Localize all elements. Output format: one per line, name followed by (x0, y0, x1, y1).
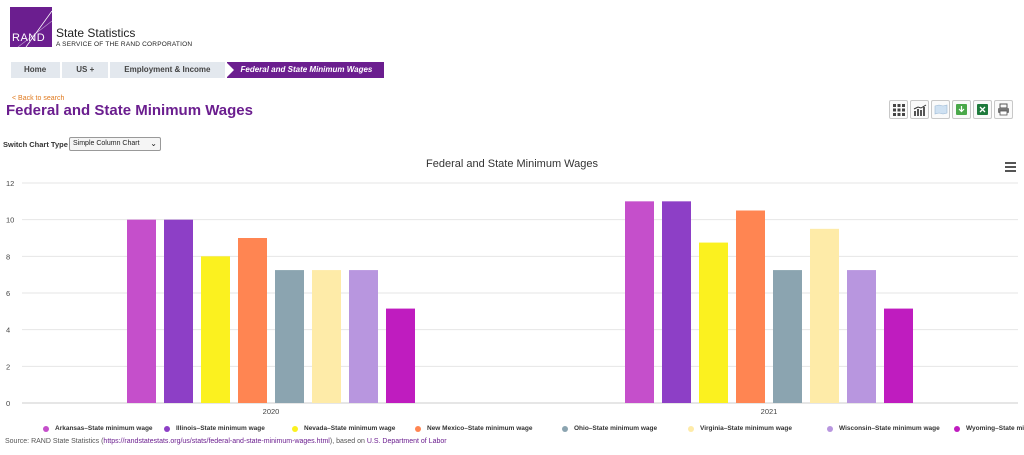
bar (736, 210, 765, 403)
bar (847, 270, 876, 403)
y-tick-label: 4 (6, 326, 10, 335)
legend-item[interactable]: Nevada–State minimum wage (292, 425, 415, 432)
bar (201, 256, 230, 403)
legend-label: Virginia–State minimum wage (700, 425, 792, 432)
legend-swatch (688, 425, 694, 432)
switch-chart-type-label: Switch Chart Type (3, 140, 68, 149)
legend-label: New Mexico–State minimum wage (427, 425, 533, 432)
x-tick-label: 2020 (263, 407, 280, 416)
bar (699, 242, 728, 403)
grid-icon[interactable] (889, 100, 908, 119)
chart-type-selected: Simple Column Chart (73, 140, 140, 147)
chart-legend: Arkansas–State minimum wage Illinois–Stat… (43, 425, 1024, 432)
legend-item[interactable]: Virginia–State minimum wage (688, 425, 827, 432)
legend-swatch (164, 425, 170, 432)
chart-title: Federal and State Minimum Wages (426, 158, 598, 170)
legend-item[interactable]: New Mexico–State minimum wage (415, 425, 562, 432)
y-tick-label: 12 (6, 179, 14, 188)
bar (773, 270, 802, 403)
legend-swatch (43, 425, 49, 432)
excel-icon[interactable] (973, 100, 992, 119)
y-tick-label: 8 (6, 252, 10, 261)
bar (810, 228, 839, 403)
logo-text: RAND (12, 32, 46, 44)
logo-mark (17, 10, 52, 47)
legend-label: Nevada–State minimum wage (304, 425, 396, 432)
bar (127, 219, 156, 403)
y-tick-label: 10 (6, 216, 14, 225)
legend-label: Wisconsin–State minimum wage (839, 425, 940, 432)
chevron-down-icon: ⌄ (150, 139, 157, 148)
legend-item[interactable]: Arkansas–State minimum wage (43, 425, 164, 432)
legend-item[interactable]: Illinois–State minimum wage (164, 425, 292, 432)
chart-toolbar (889, 100, 1013, 119)
legend-label: Arkansas–State minimum wage (55, 425, 153, 432)
legend-swatch (415, 425, 421, 432)
brand: State Statistics A SERVICE OF THE RAND C… (56, 26, 193, 49)
legend-item[interactable]: Wisconsin–State minimum wage (827, 425, 954, 432)
bar (312, 270, 341, 403)
brand-tagline: A SERVICE OF THE RAND CORPORATION (56, 41, 193, 48)
map-icon[interactable] (931, 100, 950, 119)
breadcrumb: Home US + Employment & Income Federal an… (11, 62, 386, 78)
breadcrumb-home[interactable]: Home (11, 62, 61, 78)
bar (349, 270, 378, 403)
legend-swatch (954, 425, 960, 432)
chart-type-select[interactable]: Simple Column Chart ⌄ (69, 137, 161, 151)
page-title: Federal and State Minimum Wages (6, 102, 253, 119)
y-tick-label: 6 (6, 289, 10, 298)
bar (164, 219, 193, 403)
x-tick-label: 2021 (761, 407, 778, 416)
legend-item[interactable]: Wyoming–State minimum wage (954, 425, 1024, 432)
bar (238, 238, 267, 403)
legend-swatch (827, 425, 833, 432)
legend-label: Illinois–State minimum wage (176, 425, 265, 432)
chart-menu-icon[interactable] (1005, 162, 1016, 172)
chart-icon[interactable] (910, 100, 929, 119)
source-note: Source: RAND State Statistics (https://r… (5, 438, 447, 445)
y-tick-label: 0 (6, 399, 10, 408)
source-prefix: Source: RAND State Statistics ( (5, 438, 104, 445)
bar (625, 201, 654, 403)
source-url-link[interactable]: https://randstatestats.org/us/stats/fede… (103, 438, 330, 445)
y-tick-label: 2 (6, 362, 10, 371)
legend-swatch (292, 425, 298, 432)
breadcrumb-employment-income[interactable]: Employment & Income (110, 62, 225, 78)
source-middle: ), based on (329, 438, 367, 445)
breadcrumb-current: Federal and State Minimum Wages (225, 62, 385, 78)
bar (386, 308, 415, 403)
legend-swatch (562, 425, 568, 432)
bar (662, 201, 691, 403)
breadcrumb-us[interactable]: US + (62, 62, 109, 78)
legend-label: Wyoming–State minimum wage (966, 425, 1024, 432)
bar (275, 270, 304, 403)
legend-label: Ohio–State minimum wage (574, 425, 658, 432)
print-icon[interactable] (994, 100, 1013, 119)
bar-chart: 0 2 4 6 8 10 12 2020 2021 (6, 179, 1018, 416)
source-agency-link[interactable]: U.S. Department of Labor (366, 438, 447, 445)
bar (884, 308, 913, 403)
download-icon[interactable] (952, 100, 971, 119)
rand-logo[interactable]: RAND (10, 7, 52, 47)
legend-item[interactable]: Ohio–State minimum wage (562, 425, 688, 432)
brand-name: State Statistics (56, 26, 136, 40)
back-to-search-link[interactable]: < Back to search (12, 95, 65, 102)
